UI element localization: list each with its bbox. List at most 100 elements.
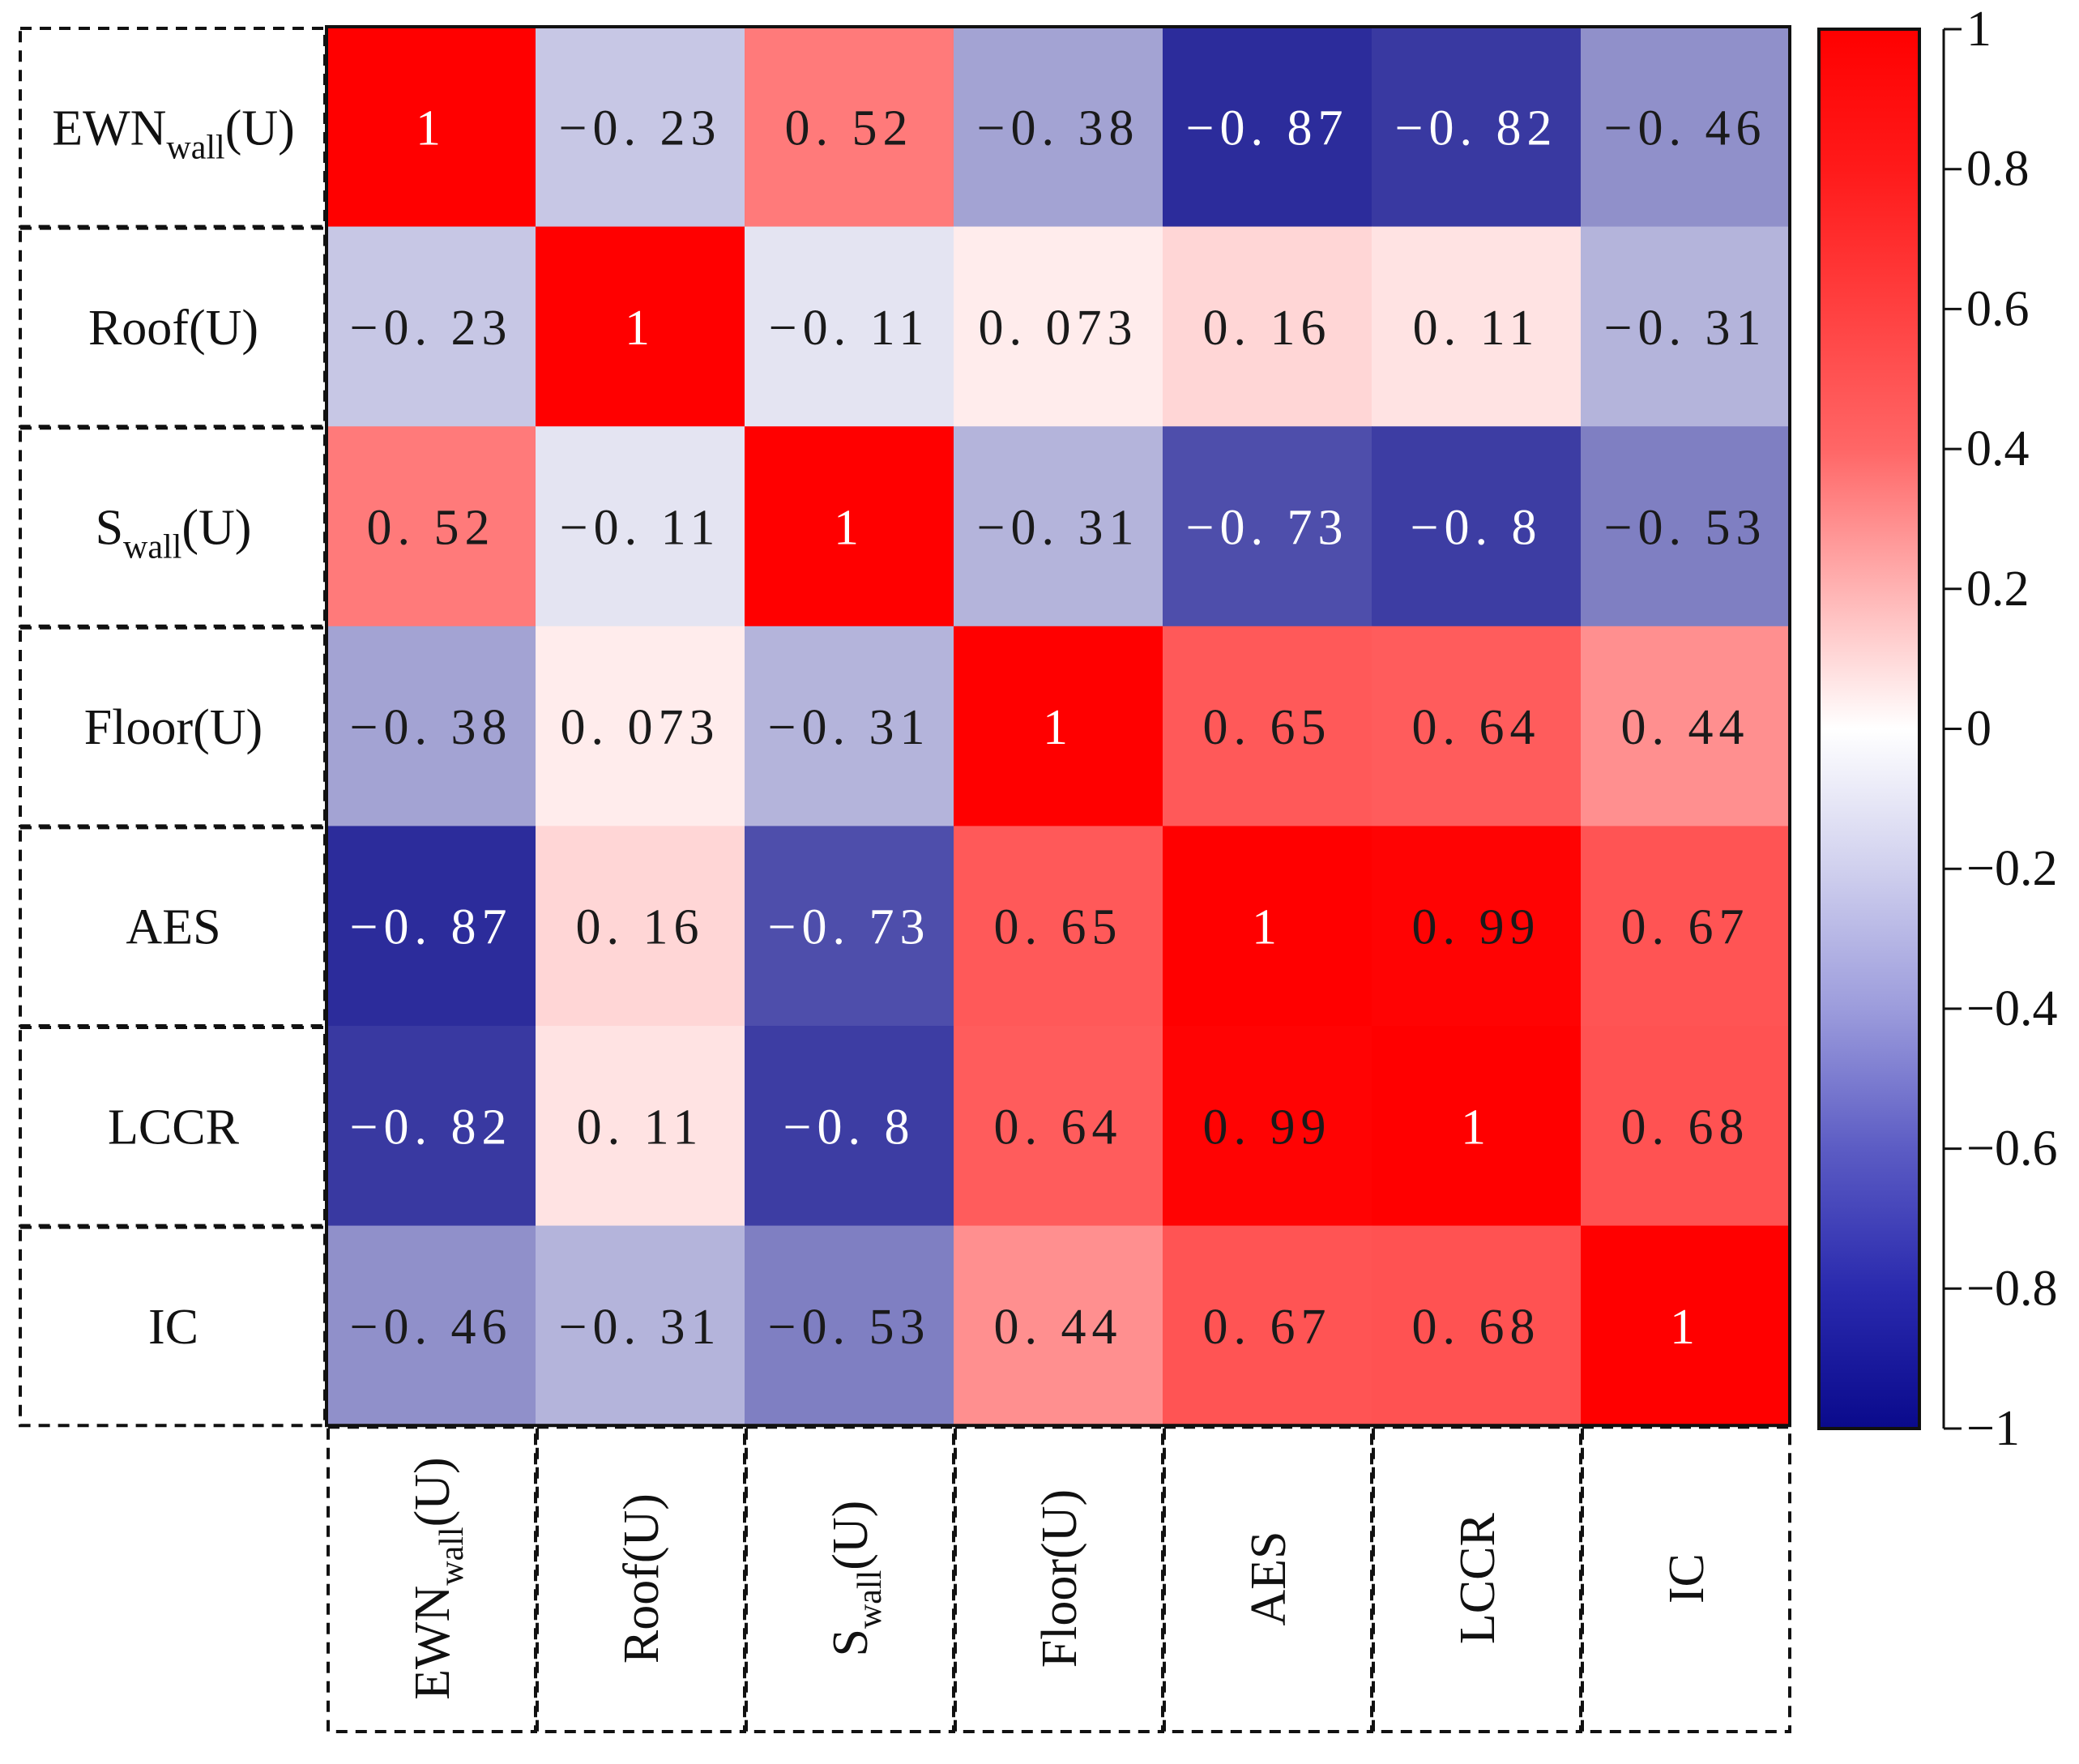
cell-value-label: 1 — [416, 100, 446, 156]
heatmap-cell-ic-swall-u — [745, 1225, 954, 1426]
cell-value-label: −0. 31 — [559, 1300, 722, 1355]
heatmap-cell-roof-u-floor-u — [954, 226, 1163, 427]
column-label-lccr: LCCR — [1450, 1512, 1505, 1644]
heatmap-cell-aes-ewnwall-u — [327, 826, 536, 1027]
heatmap-cell-ic-lccr — [1372, 1225, 1582, 1426]
heatmap-cell-swall-u-floor-u — [954, 426, 1163, 627]
label-subscript: wall — [166, 129, 224, 166]
cell-value-label: 0. 68 — [1621, 1100, 1750, 1155]
cell-value-label: −0. 31 — [1604, 301, 1767, 356]
heatmap-cell-floor-u-ic — [1581, 626, 1791, 826]
heatmap-cell-roof-u-roof-u — [536, 226, 745, 427]
cell-value-label: −0. 38 — [977, 100, 1140, 156]
label-base: AES — [1241, 1531, 1296, 1626]
heatmap-cell-ewnwall-u-swall-u — [745, 27, 954, 228]
label-base: S — [96, 501, 123, 556]
colorbar-tick-label: −0.8 — [1966, 1261, 2057, 1316]
column-label-frame — [327, 1425, 537, 1733]
heatmap-cell-roof-u-aes — [1163, 226, 1372, 427]
heatmap-cell-swall-u-swall-u — [745, 426, 954, 627]
cell-value-label: 0. 65 — [994, 900, 1123, 955]
heatmap-cell-roof-u-lccr — [1372, 226, 1582, 427]
column-label-swall-u: Swall(U) — [823, 1501, 889, 1657]
colorbar-tick-label: −0.4 — [1966, 981, 2057, 1036]
cell-value-label: −0. 23 — [559, 100, 722, 156]
label-base: LCCR — [1450, 1512, 1505, 1644]
cell-value-label: 1 — [1461, 1100, 1492, 1155]
cell-value-label: 0. 64 — [994, 1100, 1123, 1155]
cell-value-label: −0. 31 — [977, 501, 1140, 556]
cell-value-label: 0. 52 — [367, 501, 496, 556]
label-base: IC — [1659, 1553, 1714, 1604]
heatmap-cell-swall-u-aes — [1163, 426, 1372, 627]
colorbar: 1 0.8 0.6 0.4 0.2 0 −0.2 −0.4 −0.6 −0.8 −1 — [1817, 2, 2057, 1456]
label-base: LCCR — [108, 1100, 240, 1155]
heatmap-cell-roof-u-ewnwall-u — [327, 226, 536, 427]
cell-value-label: 0. 16 — [576, 900, 705, 955]
cell-value-label: 1 — [1252, 900, 1283, 955]
label-subscript: wall — [123, 529, 181, 566]
heatmap-cell-aes-roof-u — [536, 826, 745, 1027]
heatmap-cell-aes-aes — [1163, 826, 1372, 1027]
heatmap-cell-lccr-lccr — [1372, 1026, 1582, 1227]
column-label-ewnwall-u: EWNwall(U) — [405, 1457, 471, 1700]
column-labels: EWNwall(U)Roof(U) Swall(U) Floor(U) AES LCCR… — [405, 1457, 1714, 1700]
row-label-ewnwall-u: EWNwall(U) — [52, 100, 295, 166]
heatmap-cell-lccr-floor-u — [954, 1026, 1163, 1227]
heatmap-cell-ewnwall-u-roof-u — [536, 27, 745, 228]
heatmap-cell-lccr-roof-u — [536, 1026, 745, 1227]
heatmap-cell-aes-swall-u — [745, 826, 954, 1027]
cell-value-label: 0. 073 — [561, 700, 720, 755]
row-label-lccr: LCCR — [108, 1100, 240, 1155]
row-label-aes: AES — [126, 900, 220, 955]
label-suffix: (U) — [181, 501, 251, 556]
heatmap-cell-floor-u-roof-u — [536, 626, 745, 826]
heatmap-cell-aes-lccr — [1372, 826, 1582, 1027]
cell-value-label: −0. 8 — [1411, 501, 1543, 556]
heatmap-cells — [325, 25, 1791, 1428]
label-base: IC — [148, 1300, 199, 1355]
cell-value-label: 0. 68 — [1412, 1300, 1541, 1355]
row-labels: EWNwall(U)Roof(U)Swall(U)Floor(U)AESLCCR… — [52, 100, 295, 1355]
cell-value-label: −0. 73 — [1186, 501, 1349, 556]
cell-value-label: 0. 65 — [1203, 700, 1332, 755]
cell-value-label: −0. 46 — [1604, 100, 1767, 156]
column-label-frame — [1372, 1425, 1582, 1733]
heatmap-cell-swall-u-ewnwall-u — [327, 426, 536, 627]
row-label-ic: IC — [148, 1300, 199, 1355]
heatmap-cell-floor-u-lccr — [1372, 626, 1582, 826]
column-label-frame — [954, 1425, 1164, 1733]
column-label-roof-u: Roof(U) — [614, 1493, 669, 1664]
label-base: EWN — [52, 100, 166, 156]
heatmap-cell-aes-ic — [1581, 826, 1791, 1027]
heatmap-cell-ic-ic — [1581, 1225, 1791, 1426]
cell-value-label: −0. 31 — [768, 700, 931, 755]
cell-value-label: −0. 82 — [350, 1100, 513, 1155]
cell-value-label: −0. 11 — [769, 301, 930, 356]
cell-value-label: −0. 87 — [350, 900, 513, 955]
heatmap-cell-swall-u-lccr — [1372, 426, 1582, 627]
cell-value-label: 0. 64 — [1412, 700, 1541, 755]
column-label-frame — [536, 1425, 746, 1733]
column-label-frame — [745, 1425, 955, 1733]
heatmap-cell-lccr-swall-u — [745, 1026, 954, 1227]
cell-value-label: −0. 8 — [783, 1100, 916, 1155]
colorbar-tick-label: −0.6 — [1966, 1121, 2057, 1177]
cell-value-label: 0. 67 — [1621, 900, 1750, 955]
heatmap-cell-ic-roof-u — [536, 1225, 745, 1426]
column-label-aes: AES — [1241, 1531, 1296, 1626]
heatmap-cell-floor-u-aes — [1163, 626, 1372, 826]
cell-value-label: 1 — [1043, 700, 1074, 755]
cell-value-label: 1 — [1670, 1300, 1701, 1355]
cell-value-label: 1 — [834, 501, 864, 556]
colorbar-tick-label: 0.6 — [1966, 281, 2030, 336]
cell-value-label: 0. 52 — [785, 100, 914, 156]
cell-value-label: 0. 073 — [979, 301, 1138, 356]
heatmap-cell-ewnwall-u-ic — [1581, 27, 1791, 228]
cell-value-label: 0. 11 — [1413, 301, 1540, 356]
column-label-frame — [1581, 1425, 1791, 1733]
heatmap-cell-floor-u-ewnwall-u — [327, 626, 536, 826]
row-label-frame — [19, 426, 327, 628]
cell-value-label: −0. 82 — [1395, 100, 1558, 156]
cell-value-label: 0. 99 — [1412, 900, 1541, 955]
